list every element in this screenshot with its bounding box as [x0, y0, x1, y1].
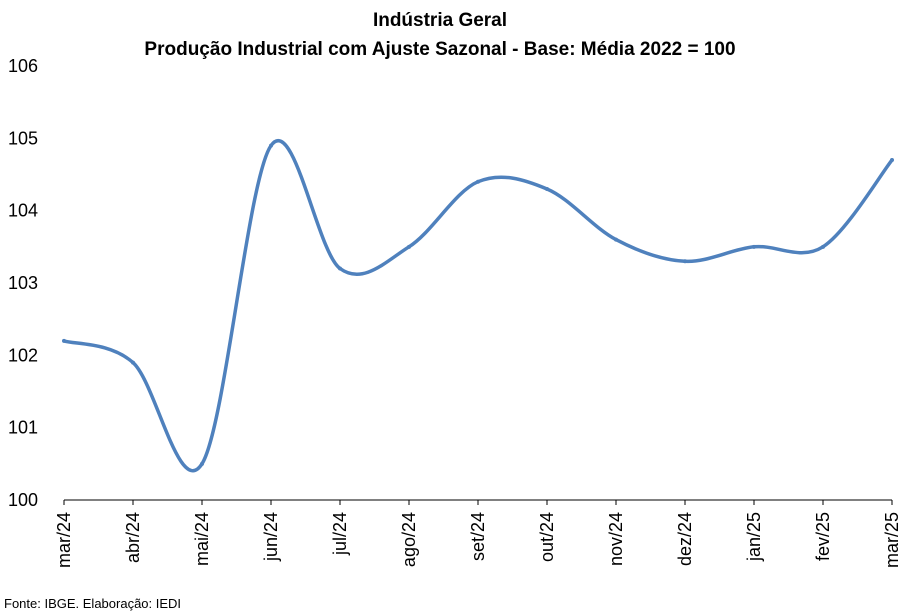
x-tick-label: dez/24 [675, 512, 695, 566]
x-tick-label: set/24 [468, 512, 488, 561]
x-tick-label: abr/24 [123, 512, 143, 563]
data-point [821, 244, 825, 249]
y-tick-label: 100 [8, 490, 38, 510]
data-point [890, 158, 894, 163]
x-tick-label: mai/24 [192, 512, 212, 566]
x-tick-label: out/24 [537, 512, 557, 562]
chart-title: Indústria Geral [373, 10, 507, 31]
y-tick-label: 105 [8, 128, 38, 148]
data-point [62, 338, 66, 343]
data-point [338, 266, 342, 271]
data-point [407, 244, 411, 249]
data-point [476, 179, 480, 184]
data-point [131, 360, 135, 365]
series-line [62, 139, 894, 473]
data-point [752, 244, 756, 249]
y-tick-label: 103 [8, 273, 38, 293]
x-tick-label: ago/24 [399, 512, 419, 567]
series-points [62, 143, 894, 466]
x-tick-label: fev/25 [813, 512, 833, 561]
x-tick-label: mar/24 [54, 512, 74, 568]
x-tick-label: jul/24 [330, 512, 350, 556]
x-tick-label: mar/25 [882, 512, 900, 568]
y-axis-ticks: 100 101 102 103 104 105 106 [8, 56, 38, 510]
source-note: Fonte: IBGE. Elaboração: IEDI [4, 596, 181, 611]
data-point [683, 259, 687, 264]
y-tick-label: 104 [8, 201, 38, 221]
x-tick-label: jun/24 [261, 512, 281, 562]
data-point [269, 143, 273, 148]
data-point [614, 237, 618, 242]
y-tick-label: 101 [8, 418, 38, 438]
data-point [200, 461, 204, 466]
chart-subtitle: Produção Industrial com Ajuste Sazonal -… [144, 39, 735, 60]
y-tick-label: 102 [8, 345, 38, 365]
x-axis-ticks: mar/24 abr/24 mai/24 jun/24 jul/24 ago/24 set/… [54, 500, 900, 568]
data-point [545, 186, 549, 191]
y-tick-label: 106 [8, 56, 38, 76]
x-tick-label: jan/25 [744, 512, 764, 562]
x-tick-label: nov/24 [606, 512, 626, 566]
